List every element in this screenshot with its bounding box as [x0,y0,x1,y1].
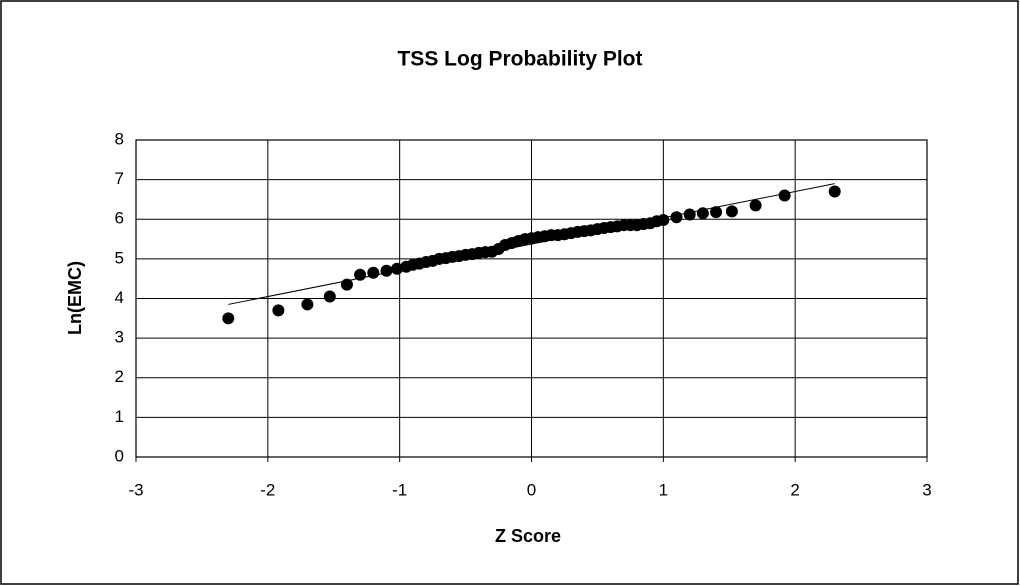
data-point [696,207,709,220]
data-point [749,199,762,212]
x-tick-label: 1 [659,480,668,499]
data-point [778,189,791,202]
data-point [354,268,367,281]
data-point [272,304,285,317]
data-point [391,262,404,275]
chart-title: TSS Log Probability Plot [397,48,642,71]
data-point [340,278,353,291]
y-tick-label: 0 [115,446,124,465]
data-point [380,264,393,277]
y-tick-label: 3 [115,328,124,347]
y-tick-label: 2 [115,367,124,386]
x-axis-label: Z Score [495,526,561,546]
x-tick-label: 0 [527,480,536,499]
data-point [367,266,380,279]
y-tick-label: 8 [115,129,124,148]
data-point [725,205,738,218]
plot-area [135,139,928,458]
data-point [683,208,696,221]
x-tick-label: -1 [392,480,407,499]
y-axis-label: Ln(EMC) [65,261,85,335]
data-point [222,312,235,325]
y-tick-label: 7 [115,169,124,188]
y-tick-label: 1 [115,407,124,426]
data-point [323,290,336,303]
data-point [657,214,670,227]
data-point [828,185,841,198]
x-tick-label: 3 [922,480,931,499]
y-tick-label: 5 [115,248,124,267]
x-tick-label: 2 [790,480,799,499]
data-point [670,211,683,224]
data-point [710,206,723,219]
x-tick-label: -3 [128,480,143,499]
data-point [301,298,314,311]
y-tick-label: 4 [115,288,124,307]
y-tick-label: 6 [115,209,124,228]
x-tick-label: -2 [260,480,275,499]
